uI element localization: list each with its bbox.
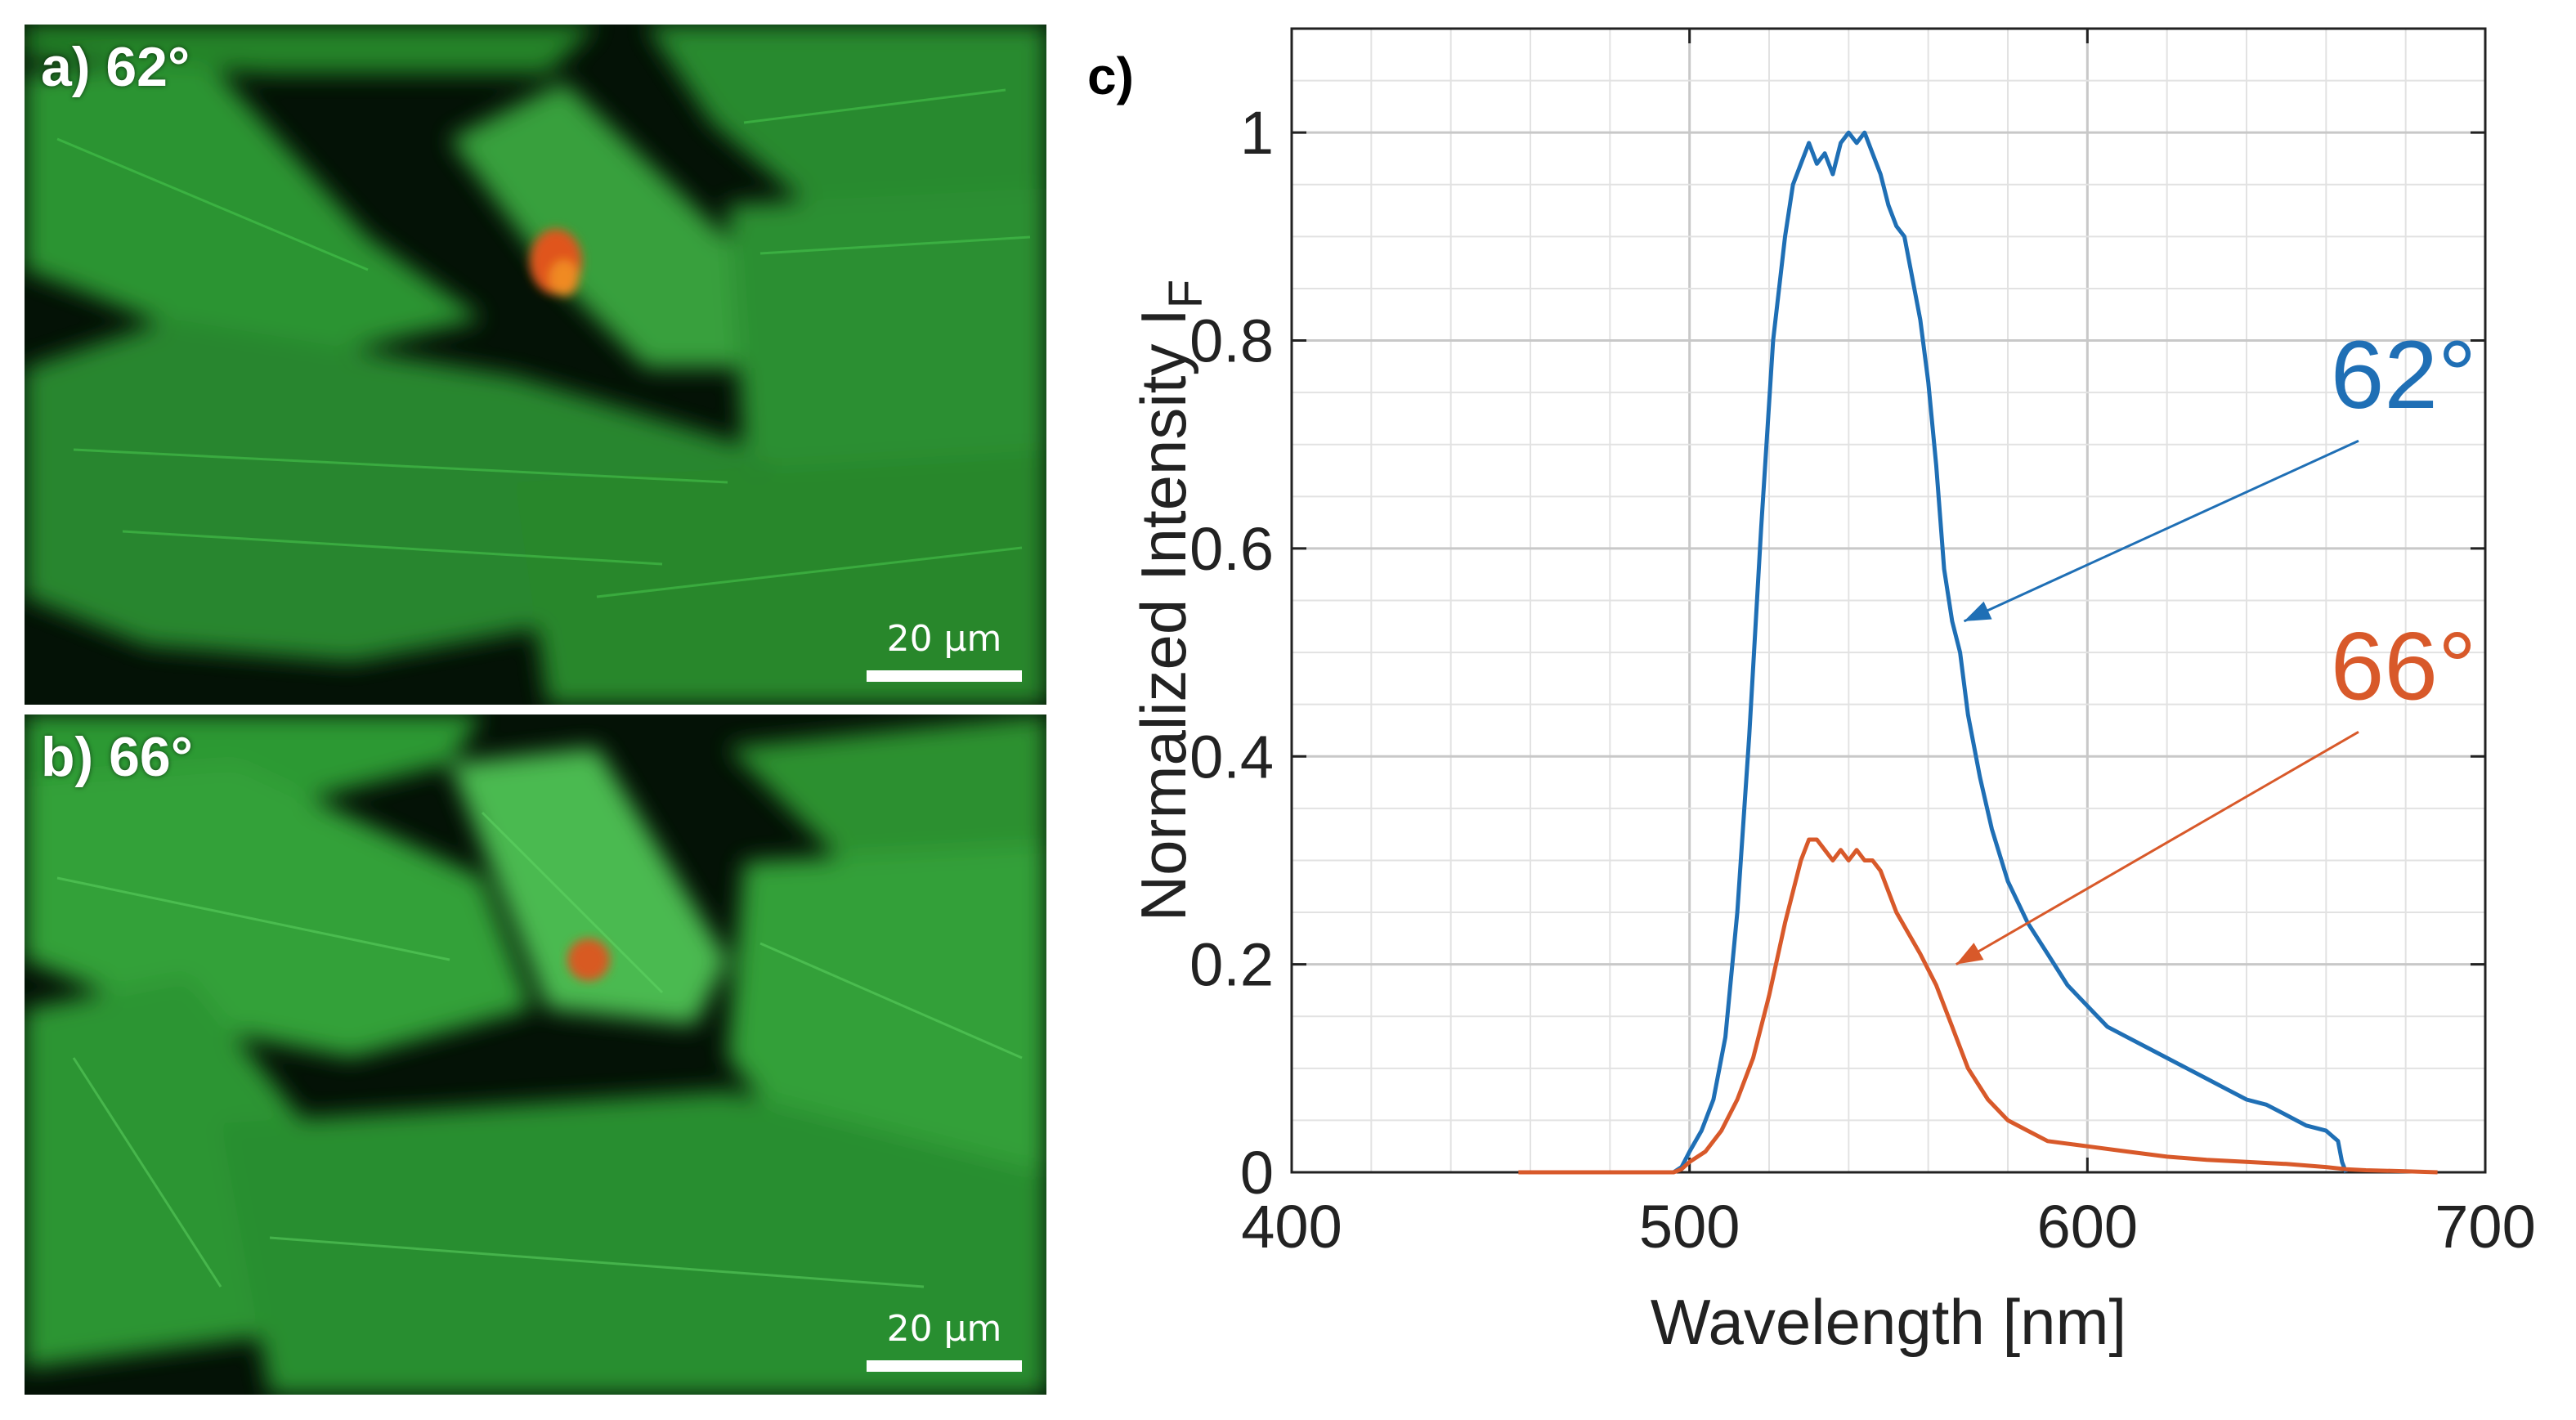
panel-label-c: c) [1087,47,1134,105]
y-axis-label-subscript: F [1159,280,1212,308]
annotation-arrow [1955,731,2359,965]
series-line-62deg [1672,130,2349,1175]
x-tick-label: 700 [2435,1193,2535,1261]
grid [1290,28,2487,1174]
panel-divider [25,705,1046,714]
panel-label-b: b) 66° [41,726,193,788]
y-tick-label: 0 [1240,1139,1274,1207]
y-axis-label: Normalized Intensity IF [1127,280,1212,921]
annotation-label: 62° [2331,321,2476,429]
series-layer [1518,130,2438,1175]
series-line-66deg [1518,837,2438,1175]
plot-frame [1290,27,2487,1174]
annotation-arrow [1963,439,2359,623]
spectrum-chart: c) 400 500 600 700 0 0.2 0.4 0.6 0.8 1 62° 66° Wav… [1087,27,2536,1358]
cell-image-b [25,714,1046,1395]
y-tick-label: 0.4 [1189,723,1274,791]
y-tick-label: 0.8 [1189,307,1274,375]
x-tick-label: 600 [2037,1193,2138,1261]
y-axis-label-text: Normalized Intensity I [1127,308,1199,921]
y-axis-label-group: Normalized Intensity IF [1127,280,1212,921]
micrograph-panel-b: b) 66° 20 µm [25,714,1046,1395]
scale-bar-b [867,1360,1022,1372]
annotations: 62° 66° [1955,321,2476,965]
panel-label-a: a) 62° [41,36,190,98]
scale-bar-label-a: 20 µm [886,618,1002,660]
annotation-arrowhead [1964,601,1992,621]
axes: 400 500 600 700 0 0.2 0.4 0.6 0.8 1 [1189,27,2536,1261]
y-tick-label: 0.6 [1189,515,1274,583]
scale-bar-a [867,670,1022,682]
y-tick-label: 0.2 [1189,931,1274,999]
y-tick-label: 1 [1240,99,1274,167]
annotation-label: 66° [2331,612,2476,720]
x-tick-label: 400 [1241,1193,1342,1261]
annotation-arrowhead [1956,943,1984,965]
x-axis-label: Wavelength [nm] [1651,1286,2126,1358]
x-tick-label: 500 [1639,1193,1740,1261]
scale-bar-label-b: 20 µm [886,1308,1002,1350]
cell-image-a [25,25,1046,705]
micrograph-panel-a: a) 62° 20 µm [25,25,1046,705]
